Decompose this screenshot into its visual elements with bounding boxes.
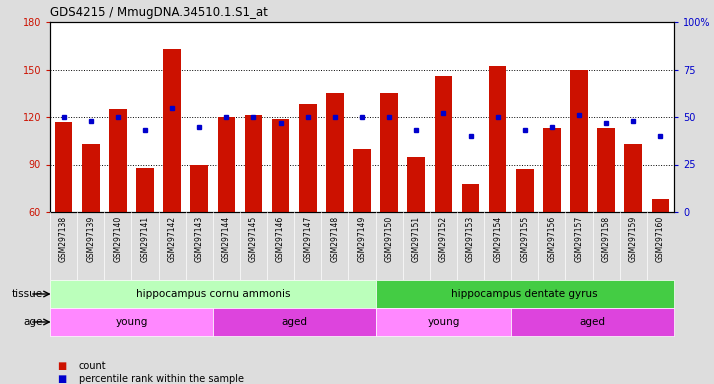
Text: GSM297157: GSM297157 xyxy=(575,215,583,262)
Bar xyxy=(245,116,262,212)
Text: GSM297142: GSM297142 xyxy=(168,215,176,262)
Bar xyxy=(299,104,316,212)
Text: GSM297158: GSM297158 xyxy=(602,215,610,262)
Text: GSM297160: GSM297160 xyxy=(656,215,665,262)
Text: GSM297146: GSM297146 xyxy=(276,215,285,262)
Text: GSM297155: GSM297155 xyxy=(521,215,529,262)
Text: age: age xyxy=(24,317,43,327)
Bar xyxy=(82,144,99,212)
Text: hippocampus dentate gyrus: hippocampus dentate gyrus xyxy=(451,289,598,299)
Text: GSM297150: GSM297150 xyxy=(385,215,393,262)
Text: aged: aged xyxy=(580,317,605,327)
Text: GSM297153: GSM297153 xyxy=(466,215,475,262)
Bar xyxy=(50,280,376,308)
Text: count: count xyxy=(79,361,106,371)
Bar xyxy=(191,164,208,212)
Text: GSM297138: GSM297138 xyxy=(59,215,68,262)
Bar xyxy=(462,184,479,212)
Bar xyxy=(353,149,371,212)
Text: GSM297145: GSM297145 xyxy=(249,215,258,262)
Text: young: young xyxy=(427,317,460,327)
Bar xyxy=(326,93,343,212)
Text: aged: aged xyxy=(281,317,307,327)
Text: young: young xyxy=(115,317,148,327)
Bar xyxy=(516,169,533,212)
Bar xyxy=(489,66,506,212)
Bar xyxy=(50,308,213,336)
Bar xyxy=(543,128,560,212)
Text: GSM297141: GSM297141 xyxy=(141,215,149,262)
Text: ■: ■ xyxy=(57,361,66,371)
Text: GSM297149: GSM297149 xyxy=(358,215,366,262)
Text: GSM297151: GSM297151 xyxy=(412,215,421,262)
Text: GSM297144: GSM297144 xyxy=(222,215,231,262)
Bar xyxy=(164,49,181,212)
Text: GSM297154: GSM297154 xyxy=(493,215,502,262)
Bar xyxy=(625,144,642,212)
Bar xyxy=(55,122,72,212)
Bar xyxy=(136,168,154,212)
Bar xyxy=(109,109,126,212)
Bar xyxy=(213,308,376,336)
Text: GSM297139: GSM297139 xyxy=(86,215,95,262)
Text: GSM297156: GSM297156 xyxy=(548,215,556,262)
Text: GDS4215 / MmugDNA.34510.1.S1_at: GDS4215 / MmugDNA.34510.1.S1_at xyxy=(50,7,268,20)
Bar xyxy=(435,76,452,212)
Bar xyxy=(598,128,615,212)
Text: GSM297147: GSM297147 xyxy=(303,215,312,262)
Text: GSM297148: GSM297148 xyxy=(331,215,339,262)
Text: percentile rank within the sample: percentile rank within the sample xyxy=(79,374,243,384)
Bar xyxy=(381,93,398,212)
Bar xyxy=(408,157,425,212)
Text: GSM297159: GSM297159 xyxy=(629,215,638,262)
Bar xyxy=(376,308,511,336)
Text: ■: ■ xyxy=(57,374,66,384)
Text: hippocampus cornu ammonis: hippocampus cornu ammonis xyxy=(136,289,290,299)
Text: tissue: tissue xyxy=(11,289,43,299)
Bar xyxy=(272,119,289,212)
Bar xyxy=(511,308,674,336)
Text: GSM297140: GSM297140 xyxy=(114,215,122,262)
Text: GSM297143: GSM297143 xyxy=(195,215,203,262)
Bar xyxy=(652,199,669,212)
Bar xyxy=(376,280,674,308)
Text: GSM297152: GSM297152 xyxy=(439,215,448,262)
Bar xyxy=(218,117,235,212)
Bar xyxy=(570,70,588,212)
